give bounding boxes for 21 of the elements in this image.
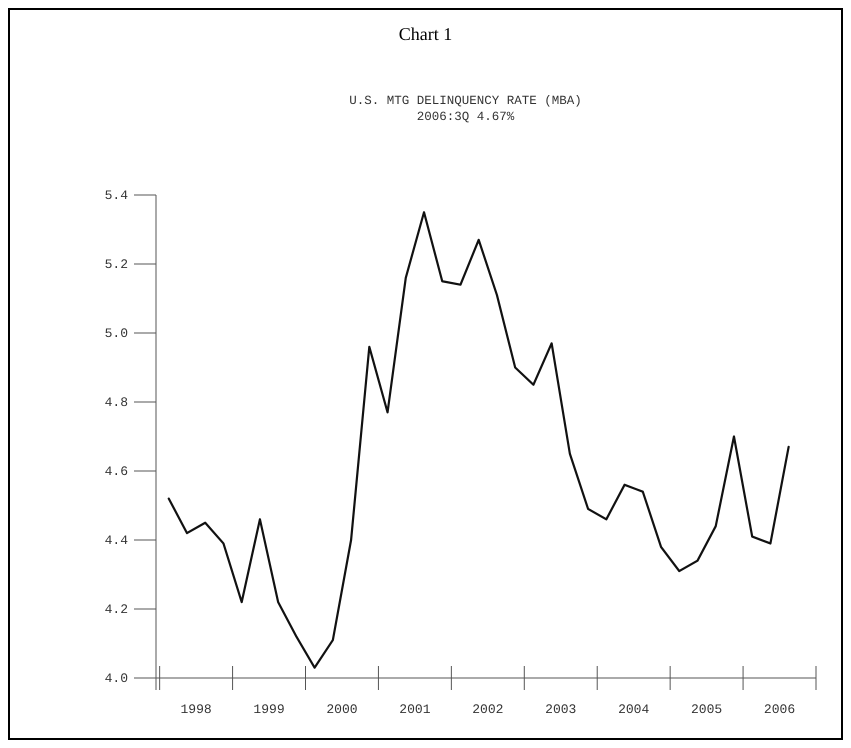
- x-tick-label: 2001: [399, 702, 431, 718]
- x-tick-label: 1999: [253, 702, 285, 718]
- y-tick-label: 4.6: [104, 464, 128, 480]
- y-tick-label: 4.4: [104, 533, 128, 548]
- y-tick-label: 4.0: [104, 671, 128, 686]
- line-series: [168, 211, 790, 669]
- x-tick-label: 2002: [472, 702, 504, 718]
- y-tick-label: 4.2: [104, 602, 128, 618]
- chart-title: Chart 1: [398, 24, 452, 44]
- y-tick-label: 5.2: [104, 257, 128, 272]
- x-tick-label: 2004: [618, 702, 650, 718]
- x-tick-label: 1998: [180, 702, 212, 718]
- y-tick-label: 4.8: [104, 395, 128, 410]
- x-tick-label: 2006: [764, 702, 796, 718]
- text: 2006:3Q 4.67%: [416, 110, 515, 124]
- x-tick-label: 2003: [545, 702, 576, 718]
- chart-subtitle: U.S. MTG DELINQUENCY RATE (MBA): [349, 94, 582, 108]
- y-tick-label: 5.4: [104, 188, 128, 204]
- y-tick-label: 5.0: [104, 326, 128, 342]
- x-tick-label: 2005: [691, 702, 722, 718]
- x-tick-label: 2000: [326, 702, 358, 718]
